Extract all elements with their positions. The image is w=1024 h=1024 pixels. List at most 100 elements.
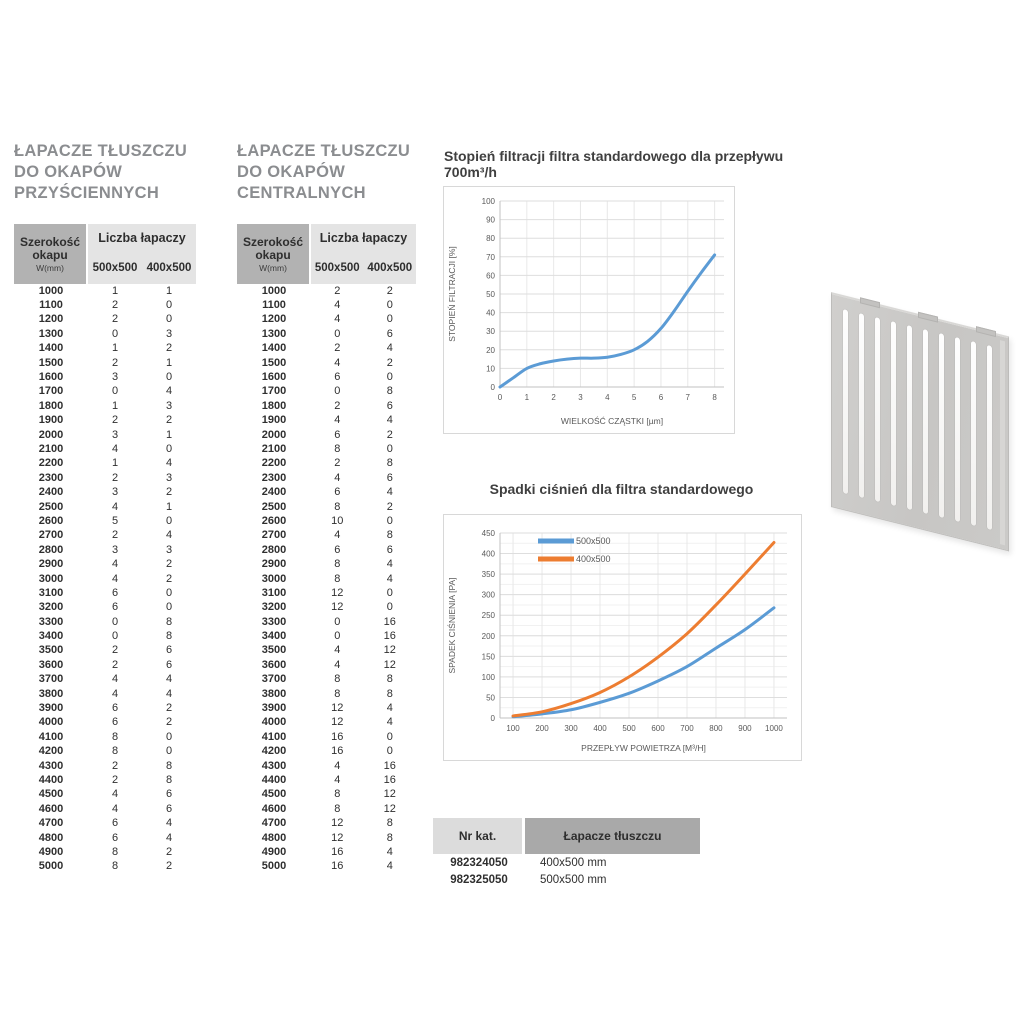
- row-key-cell: 4900: [261, 845, 287, 858]
- svg-text:70: 70: [486, 253, 495, 262]
- row-value-cell: 4: [386, 414, 393, 427]
- table-row: 2100 8 0: [237, 442, 416, 456]
- row-key-cell: 3800: [261, 687, 287, 700]
- hood-width-header: Szerokość okapu W(mm): [237, 224, 311, 284]
- row-value-cell: 4: [165, 673, 173, 686]
- table-row: 3100 6 0: [14, 586, 196, 600]
- table-row: 1900 2 2: [14, 414, 196, 428]
- central-hoods-table: Szerokość okapu W(mm) Liczba łapaczy 500…: [237, 224, 416, 874]
- table-row: 3400 0 8: [14, 629, 196, 643]
- row-key-cell: 2300: [38, 471, 64, 484]
- svg-text:1: 1: [525, 393, 530, 402]
- table-row: 1200 2 0: [14, 313, 196, 327]
- table-row: 4700 12 8: [237, 816, 416, 830]
- row-key-cell: 5000: [261, 860, 287, 873]
- table-row: 4500 4 6: [14, 788, 196, 802]
- row-value-cell: 0: [111, 385, 119, 398]
- table-row: 1500 4 2: [237, 356, 416, 370]
- row-key-cell: 2000: [261, 428, 287, 441]
- row-value-cell: 8: [334, 558, 341, 571]
- svg-text:20: 20: [486, 346, 495, 355]
- table-row: 3100 12 0: [237, 586, 416, 600]
- row-key-cell: 3900: [38, 702, 64, 715]
- table-row: 2800 3 3: [14, 543, 196, 557]
- svg-text:1000: 1000: [765, 724, 783, 733]
- row-key-cell: 3000: [261, 572, 287, 585]
- title-line: PRZYŚCIENNYCH: [14, 184, 160, 202]
- row-value-cell: 12: [331, 831, 344, 844]
- row-value-cell: 2: [165, 342, 173, 355]
- svg-text:400: 400: [593, 724, 607, 733]
- table-row: 2900 8 4: [237, 557, 416, 571]
- table-row: 1300 0 3: [14, 327, 196, 341]
- row-key-cell: 1600: [38, 371, 64, 384]
- row-key-cell: 4700: [261, 817, 287, 830]
- title-line: ŁAPACZE TŁUSZCZU: [237, 142, 411, 160]
- row-key-cell: 2800: [261, 543, 287, 556]
- catalog-table: Nr kat. Łapacze tłuszczu 982324050 400x50…: [433, 818, 700, 888]
- row-key-cell: 4300: [38, 759, 64, 772]
- row-key-cell: 2200: [38, 457, 64, 470]
- table-row: 5000 8 2: [14, 860, 196, 874]
- table-row: 1100 4 0: [237, 298, 416, 312]
- title-line: DO OKAPÓW: [237, 163, 346, 181]
- table-row: 1400 2 4: [237, 342, 416, 356]
- grease-filter-photo: [831, 292, 1009, 552]
- pressure-chart-svg: 100 200 300 400 500 600 700 800 900 1000 0 50 100 150…: [446, 529, 787, 753]
- filter-tab: [976, 326, 996, 338]
- row-value-cell: 4: [386, 716, 393, 729]
- table-row: 1500 2 1: [14, 356, 196, 370]
- row-key-cell: 1200: [261, 313, 287, 326]
- svg-text:0: 0: [498, 393, 503, 402]
- table-row: 1600 6 0: [237, 370, 416, 384]
- row-value-cell: 0: [334, 615, 341, 628]
- wall-hoods-table: Szerokość okapu W(mm) Liczba łapaczy 500…: [14, 224, 196, 874]
- row-value-cell: 2: [334, 457, 341, 470]
- row-value-cell: 6: [386, 543, 393, 556]
- row-key-cell: 2400: [261, 486, 287, 499]
- row-value-cell: 8: [165, 759, 173, 772]
- row-key-cell: 1700: [38, 385, 64, 398]
- row-value-cell: 3: [111, 486, 119, 499]
- svg-text:WIELKOŚĆ CZĄSTKI [µm]: WIELKOŚĆ CZĄSTKI [µm]: [561, 415, 663, 426]
- row-key-cell: 4900: [38, 845, 64, 858]
- row-value-cell: 8: [111, 745, 119, 758]
- row-value-cell: 16: [383, 759, 396, 772]
- row-value-cell: 2: [386, 428, 393, 441]
- table-row: 1600 3 0: [14, 370, 196, 384]
- row-key-cell: 3300: [38, 615, 64, 628]
- row-value-cell: 4: [334, 529, 341, 542]
- table-row: 1200 4 0: [237, 313, 416, 327]
- table-row: 2600 5 0: [14, 514, 196, 528]
- chart-plot-area: 100 200 300 400 500 600 700 800 900 1000 0 50 100 150…: [446, 529, 787, 753]
- table-row: 1800 1 3: [14, 399, 196, 413]
- row-key-cell: 2400: [38, 486, 64, 499]
- svg-text:300: 300: [564, 724, 578, 733]
- size-500x500-header: 500x500: [88, 252, 142, 284]
- row-key-cell: 1800: [261, 399, 287, 412]
- table-row: 1100 2 0: [14, 298, 196, 312]
- row-value-cell: 12: [383, 788, 396, 801]
- row-key-cell: 1400: [38, 342, 64, 355]
- row-value-cell: 6: [334, 486, 341, 499]
- row-value-cell: 8: [165, 630, 173, 643]
- table-row: 3800 4 4: [14, 687, 196, 701]
- row-value-cell: 8: [386, 687, 393, 700]
- svg-text:8: 8: [712, 393, 717, 402]
- filter-tab: [860, 297, 880, 309]
- row-value-cell: 0: [165, 601, 173, 614]
- row-value-cell: 4: [111, 500, 119, 513]
- svg-text:100: 100: [482, 197, 496, 206]
- row-value-cell: 3: [165, 399, 173, 412]
- table-row: 3600 4 12: [237, 658, 416, 672]
- table-row: 4200 8 0: [14, 745, 196, 759]
- row-value-cell: 0: [386, 745, 393, 758]
- hood-width-header: Szerokość okapu W(mm): [14, 224, 88, 284]
- table-row: 1800 2 6: [237, 399, 416, 413]
- row-value-cell: 4: [111, 673, 119, 686]
- row-value-cell: 6: [334, 543, 341, 556]
- row-key-cell: 2500: [38, 500, 64, 513]
- row-key-cell: 4800: [261, 831, 287, 844]
- filter-edge: [1000, 340, 1005, 546]
- svg-text:900: 900: [738, 724, 752, 733]
